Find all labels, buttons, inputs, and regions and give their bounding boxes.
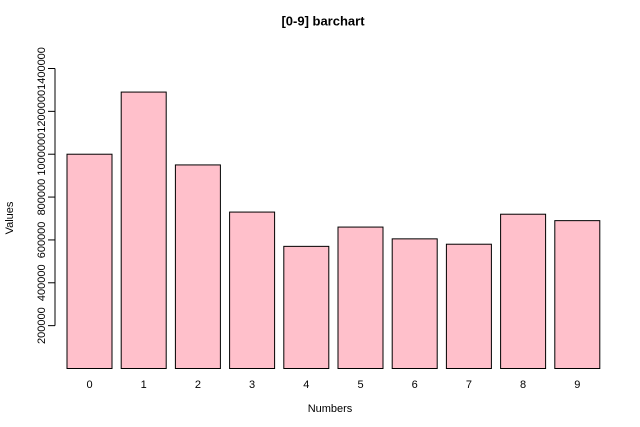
bar (66, 153, 113, 369)
bar (500, 213, 547, 369)
x-tick-label: 0 (86, 379, 92, 391)
y-axis-label: Values (4, 201, 16, 234)
x-tick-label: 8 (520, 379, 526, 391)
x-tick-label: 5 (357, 379, 363, 391)
bar (283, 245, 330, 370)
y-tick-label: 800000 (36, 179, 48, 216)
x-tick-label: 2 (195, 379, 201, 391)
bar (554, 220, 601, 369)
x-axis-label: Numbers (308, 403, 353, 415)
x-tick-label: 3 (249, 379, 255, 391)
x-tick-label: 9 (574, 379, 580, 391)
bar (229, 211, 276, 369)
y-tick-label: 1200000 (36, 90, 48, 133)
y-tick-label: 1000000 (36, 133, 48, 176)
bar (391, 238, 438, 369)
chart-title: [0-9] barchart (281, 13, 365, 28)
x-tick-label: 6 (412, 379, 418, 391)
bar (337, 226, 384, 369)
x-tick-label: 4 (303, 379, 309, 391)
bar (445, 243, 492, 369)
bar (174, 164, 221, 369)
x-tick-label: 7 (466, 379, 472, 391)
bar (120, 91, 167, 369)
x-tick-label: 1 (141, 379, 147, 391)
y-tick-label: 1400000 (36, 47, 48, 90)
y-tick-label: 600000 (36, 222, 48, 259)
y-tick-label: 400000 (36, 264, 48, 301)
y-tick-label: 200000 (36, 307, 48, 344)
